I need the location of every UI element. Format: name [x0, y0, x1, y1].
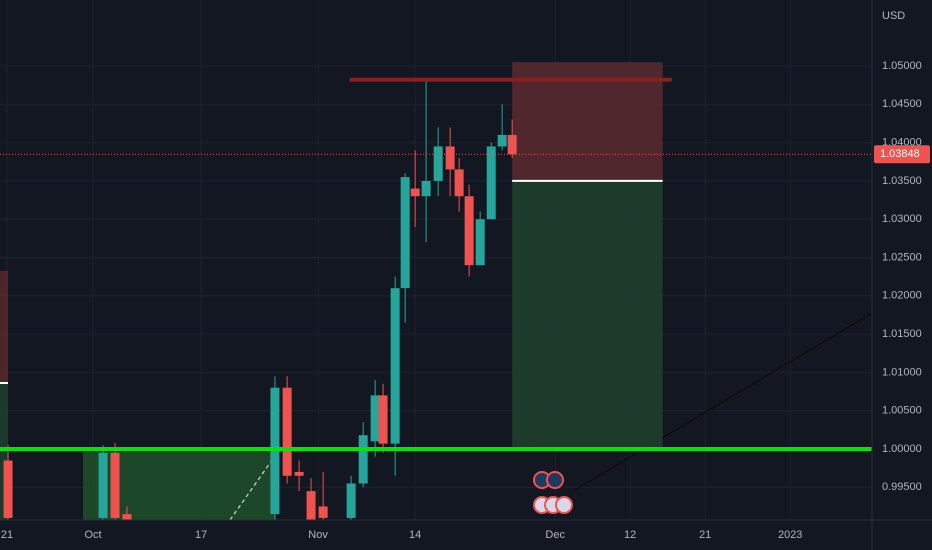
y-tick-label: 1.03000 — [882, 213, 922, 225]
candle-body — [497, 134, 507, 147]
y-tick-label: 1.03500 — [882, 175, 922, 187]
event-icons — [533, 471, 573, 514]
candle-body — [306, 491, 316, 520]
currency-label: USD — [882, 10, 905, 22]
candle-body — [358, 435, 368, 484]
old-position-reward — [0, 383, 8, 520]
candle-body — [475, 219, 485, 266]
candle-body — [318, 506, 328, 518]
candle-body — [390, 288, 400, 444]
candle-body — [346, 483, 356, 518]
candle-body — [445, 146, 455, 170]
candle-body — [282, 387, 292, 476]
trend-line — [574, 312, 872, 491]
old-position-risk — [0, 271, 8, 383]
event-icon — [555, 496, 573, 514]
y-tick-label: 1.02000 — [882, 290, 922, 302]
plot-area — [0, 62, 872, 520]
y-tick-label: 1.04500 — [882, 98, 922, 110]
y-tick-label: 1.00500 — [882, 405, 922, 417]
x-tick-label: 14 — [409, 529, 421, 541]
candle-body — [486, 146, 496, 220]
y-tick-label: 1.00000 — [882, 443, 922, 455]
last-price-label: 1.03848 — [880, 148, 920, 160]
position-risk-zone — [512, 62, 663, 181]
last-price-box — [874, 145, 930, 164]
candle-body — [400, 177, 410, 289]
position-reward-zone — [512, 180, 663, 449]
x-tick-label: 2023 — [778, 529, 802, 541]
x-tick-label: 17 — [195, 529, 207, 541]
x-tick-label: Nov — [308, 529, 328, 541]
x-tick-label: Oct — [85, 529, 102, 541]
candle-body — [433, 146, 443, 181]
candle-body — [410, 188, 420, 197]
y-tick-label: 1.01500 — [882, 328, 922, 340]
candle-body — [370, 395, 380, 442]
candle-body — [3, 460, 13, 518]
candle-body — [98, 452, 108, 518]
candle-body — [507, 134, 517, 155]
candle-body — [122, 514, 132, 520]
y-tick-label: 1.02500 — [882, 251, 922, 263]
x-tick-label: 12 — [624, 529, 636, 541]
x-tick-label: 21 — [1, 529, 13, 541]
y-tick-label: 1.05000 — [882, 60, 922, 72]
candle-body — [294, 471, 304, 476]
y-tick-label: 1.01000 — [882, 366, 922, 378]
x-tick-label: 21 — [699, 529, 711, 541]
event-icon — [546, 471, 564, 489]
x-tick-label: Dec — [545, 529, 565, 541]
y-tick-label: 0.99500 — [882, 481, 922, 493]
candle-body — [464, 196, 474, 266]
candle-body — [454, 169, 464, 197]
candle-body — [421, 180, 431, 197]
candle-body — [110, 452, 120, 518]
candle-body — [378, 395, 388, 444]
